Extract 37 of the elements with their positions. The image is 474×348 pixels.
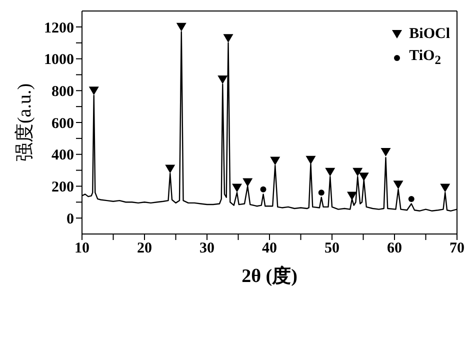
- x-tick-label: 10: [74, 240, 90, 257]
- y-tick-label: 600: [52, 116, 74, 132]
- point: [358, 172, 369, 182]
- point: [440, 184, 450, 192]
- point: [352, 168, 363, 176]
- point: [380, 148, 391, 156]
- y-tick-label: 0: [66, 211, 74, 228]
- point: [242, 178, 253, 187]
- point: [270, 156, 280, 166]
- x-tick-label: 70: [450, 240, 464, 257]
- x-axis-title: 2θ (度): [242, 265, 298, 287]
- point: [88, 86, 99, 96]
- x-tick-label: 50: [324, 240, 340, 257]
- x-tick-label: 60: [387, 240, 402, 257]
- point: [223, 34, 234, 43]
- point: [260, 186, 266, 192]
- x-tick-label: 30: [200, 240, 214, 257]
- y-axis-title: 强度(a.u.): [14, 83, 36, 162]
- point: [176, 22, 186, 32]
- y-tick-label: 1000: [44, 52, 74, 68]
- legend-label: BiOCl: [409, 26, 450, 42]
- point: [393, 180, 404, 190]
- y-tick-label: 1200: [44, 20, 74, 36]
- y-tick-label: 400: [52, 148, 74, 164]
- point: [318, 190, 324, 196]
- point: [306, 156, 316, 164]
- y-tick-label: 200: [52, 180, 74, 196]
- point: [347, 192, 357, 200]
- point: [165, 164, 176, 174]
- x-tick-label: 20: [137, 240, 152, 257]
- point: [408, 196, 414, 202]
- point: [232, 184, 242, 192]
- y-tick-label: 800: [52, 84, 74, 100]
- point: [218, 75, 228, 84]
- legend-label: TiO$_{2}$: [409, 48, 441, 67]
- point: [325, 168, 336, 176]
- x-tick-label: 40: [262, 240, 277, 257]
